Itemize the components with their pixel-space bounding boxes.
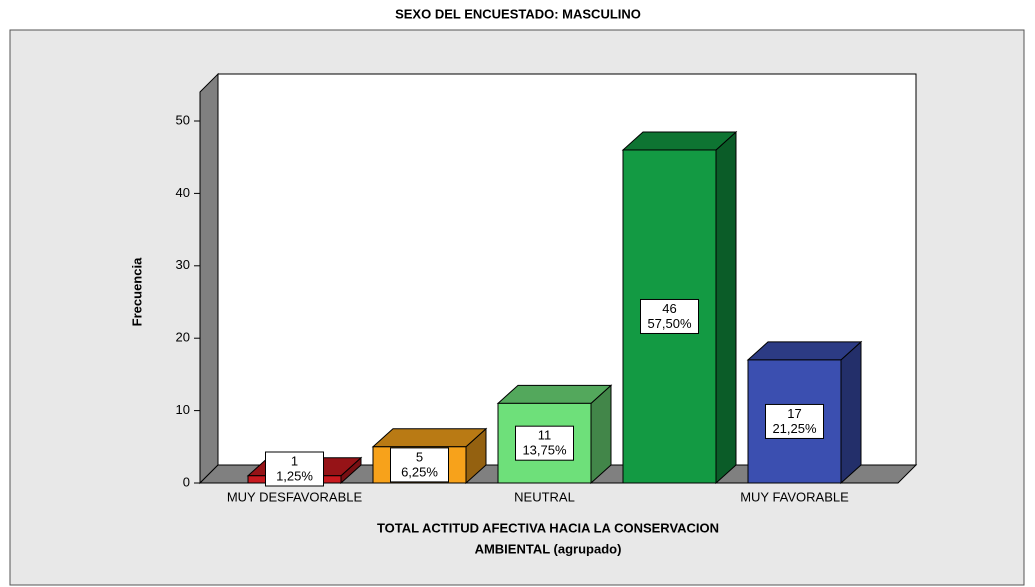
bar-top xyxy=(496,384,613,404)
y-tick-label: 50 xyxy=(176,112,190,127)
data-label-count: 1 xyxy=(291,453,298,468)
data-label-percent: 1,25% xyxy=(276,468,313,483)
bar-top xyxy=(746,341,863,361)
data-label-count: 5 xyxy=(416,449,423,464)
data-label-count: 46 xyxy=(662,301,676,316)
data-label-box xyxy=(640,298,699,334)
bar-side xyxy=(715,130,737,485)
bar-side xyxy=(840,340,862,485)
x-axis-title: AMBIENTAL (agrupado) xyxy=(475,541,622,556)
data-label-box xyxy=(265,451,324,487)
x-tick-label: MUY DESFAVORABLE xyxy=(227,489,363,504)
data-label: 56,25% xyxy=(390,447,449,483)
x-tick-label: MUY FAVORABLE xyxy=(740,489,849,504)
data-label-percent: 13,75% xyxy=(522,443,567,458)
data-label: 11,25% xyxy=(265,451,324,487)
chart-title: SEXO DEL ENCUESTADO: MASCULINO xyxy=(395,6,641,21)
bar-top xyxy=(371,428,488,448)
data-label-percent: 6,25% xyxy=(401,464,438,479)
data-label-percent: 57,50% xyxy=(647,316,692,331)
bar-top xyxy=(621,131,738,151)
y-tick-label: 40 xyxy=(176,185,190,200)
left-wall xyxy=(199,72,219,485)
y-tick-label: 20 xyxy=(176,330,190,345)
data-label-count: 17 xyxy=(787,406,801,421)
y-tick-label: 10 xyxy=(176,402,190,417)
data-label-box xyxy=(515,425,574,461)
y-tick-label: 30 xyxy=(176,257,190,272)
data-label-box xyxy=(765,403,824,439)
data-label-percent: 21,25% xyxy=(772,421,817,436)
y-tick-label: 0 xyxy=(183,474,190,489)
data-label-box xyxy=(390,447,449,483)
y-axis-title: Frecuencia xyxy=(129,257,144,326)
x-tick-label: NEUTRAL xyxy=(514,489,575,504)
data-label-count: 11 xyxy=(538,428,552,443)
x-axis-title: TOTAL ACTITUD AFECTIVA HACIA LA CONSERVA… xyxy=(377,520,719,535)
